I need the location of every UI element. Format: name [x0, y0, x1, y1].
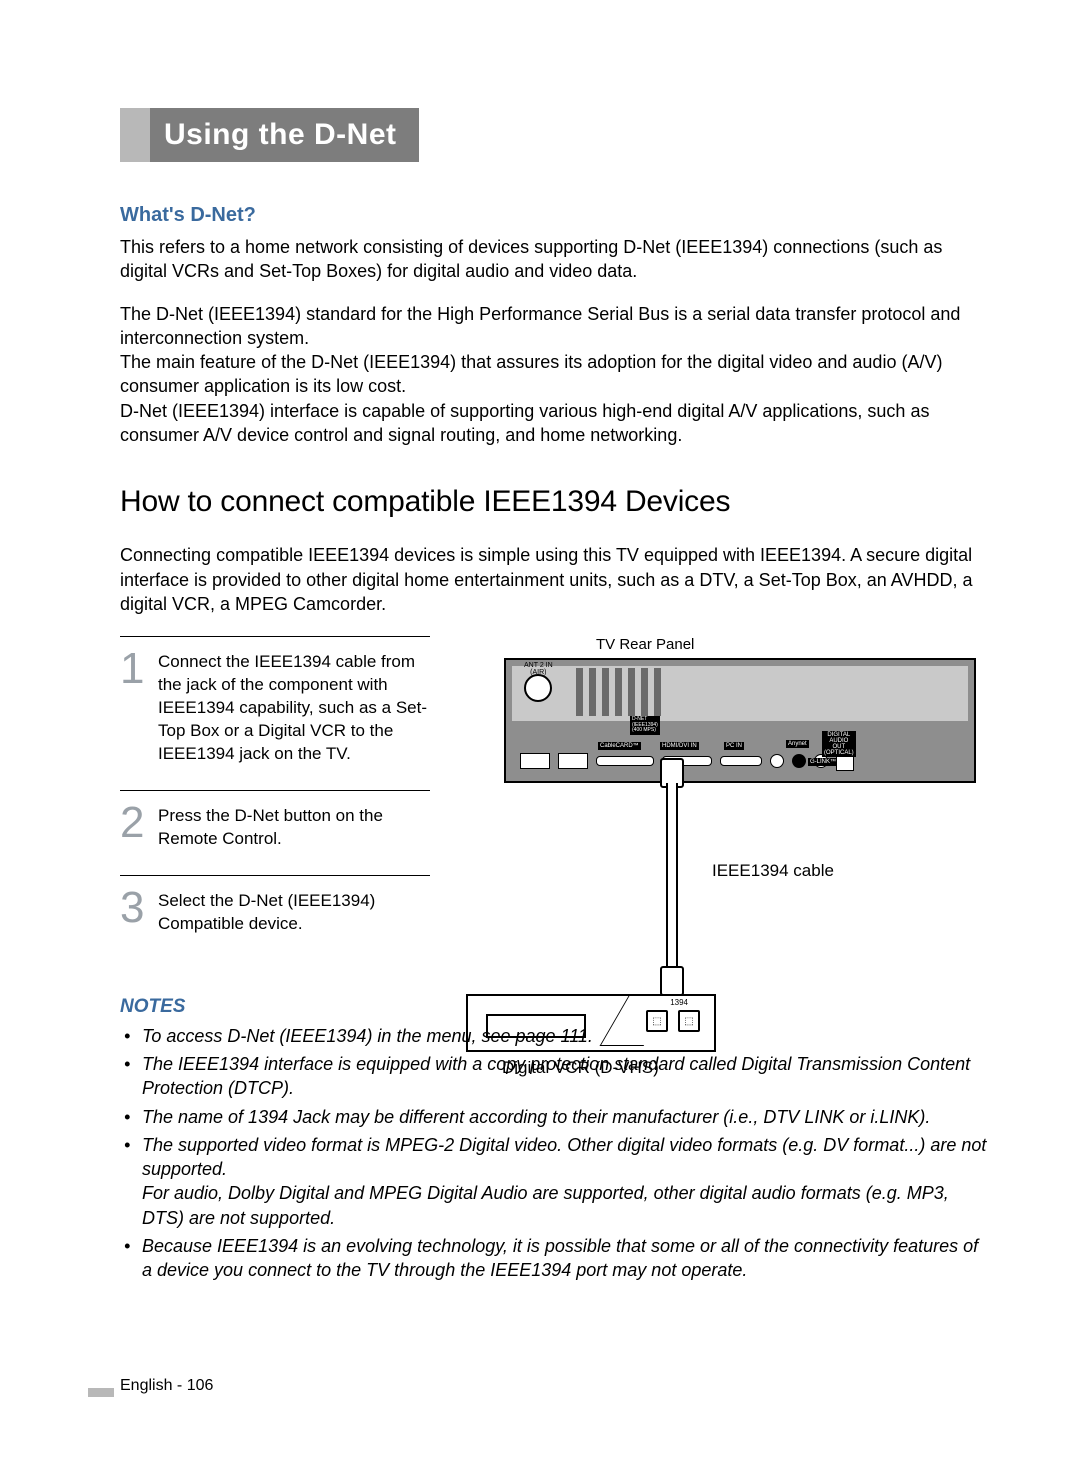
step-3: 3 Select the D-Net (IEEE1394) Compatible… [120, 875, 430, 960]
footer-accent-bar [88, 1388, 114, 1397]
note-text: To access D-Net (IEEE1394) in the menu, … [142, 1026, 593, 1046]
page-title-block: Using the D-Net [120, 108, 990, 162]
lead-paragraph: Connecting compatible IEEE1394 devices i… [120, 543, 990, 616]
step-text: Select the D-Net (IEEE1394) Compatible d… [158, 886, 430, 936]
hdmi-label: HDMI/DVI IN [660, 742, 699, 750]
title-accent-bar [120, 108, 150, 162]
note-item: To access D-Net (IEEE1394) in the menu, … [120, 1024, 990, 1048]
note-item: The IEEE1394 interface is equipped with … [120, 1052, 990, 1101]
how-to-connect-heading: How to connect compatible IEEE1394 Devic… [120, 485, 990, 519]
steps-column: 1 Connect the IEEE1394 cable from the ja… [120, 636, 430, 959]
pcin-port-icon [720, 756, 762, 766]
note-text: The IEEE1394 interface is equipped with … [142, 1054, 970, 1098]
step-1: 1 Connect the IEEE1394 cable from the ja… [120, 636, 430, 790]
intro-paragraph-2: The D-Net (IEEE1394) standard for the Hi… [120, 302, 990, 448]
ieee1394-cable-label: IEEE1394 cable [712, 861, 834, 881]
glink-label: G-LINK™ [808, 758, 838, 766]
tv-rear-panel-graphic: ANT 2 IN (AIR) D-NET (IEEE1394) (400 MPS… [504, 658, 976, 783]
port-icon [520, 753, 550, 769]
cable-plug-icon [660, 966, 684, 996]
note-text: The name of 1394 Jack may be different a… [142, 1107, 930, 1127]
notes-list: To access D-Net (IEEE1394) in the menu, … [120, 1024, 990, 1283]
note-item: The supported video format is MPEG-2 Dig… [120, 1133, 990, 1230]
tv-rear-panel-label: TV Rear Panel [596, 636, 694, 653]
intro-paragraph-1: This refers to a home network consisting… [120, 235, 990, 284]
page-title: Using the D-Net [150, 108, 419, 162]
note-text: The supported video format is MPEG-2 Dig… [142, 1135, 986, 1228]
vcr-1394-label: 1394 [670, 998, 688, 1007]
step-2: 2 Press the D-Net button on the Remote C… [120, 790, 430, 875]
step-text: Connect the IEEE1394 cable from the jack… [158, 647, 430, 766]
cablecard-label: CableCARD™ [598, 742, 641, 750]
audio-port-icon [770, 754, 784, 768]
connection-diagram: TV Rear Panel ANT 2 IN (AIR) D-NET (IEEE… [466, 636, 990, 959]
vent-graphic [576, 668, 661, 716]
page-footer: English - 106 [120, 1377, 213, 1395]
cablecard-slot-icon [596, 756, 654, 766]
note-text: Because IEEE1394 is an evolving technolo… [142, 1236, 978, 1280]
pcin-label: PC IN [724, 742, 744, 750]
whats-dnet-heading: What's D-Net? [120, 204, 990, 227]
ieee1394-cable-graphic [666, 783, 678, 971]
port-icon [558, 753, 588, 769]
anynet-label: Anynet [786, 740, 809, 748]
anynet-port-icon [792, 754, 806, 768]
step-number: 2 [120, 801, 148, 851]
step-number: 3 [120, 886, 148, 936]
note-item: Because IEEE1394 is an evolving technolo… [120, 1234, 990, 1283]
note-item: The name of 1394 Jack may be different a… [120, 1105, 990, 1129]
step-text: Press the D-Net button on the Remote Con… [158, 801, 430, 851]
dnet-port-label: D-NET (IEEE1394) (400 MPS) [630, 716, 660, 735]
optical-label: DIGITAL AUDIO OUT (OPTICAL) [822, 731, 856, 757]
step-number: 1 [120, 647, 148, 766]
